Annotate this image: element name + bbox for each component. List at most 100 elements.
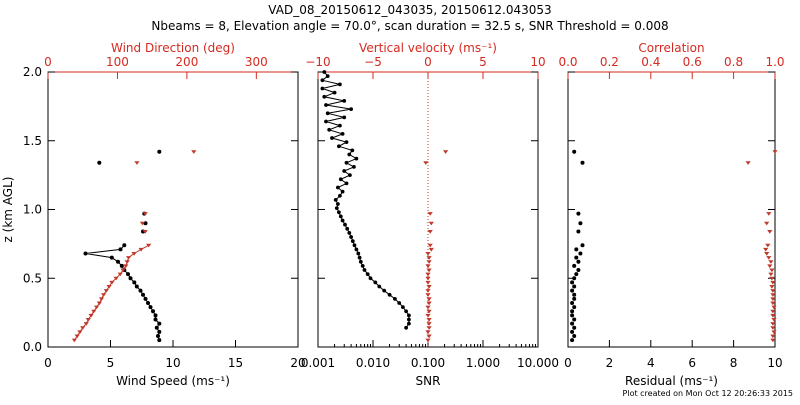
data-point-snr-0 bbox=[322, 94, 327, 99]
data-point-residual-1 bbox=[770, 297, 776, 302]
data-point-snr-1 bbox=[426, 256, 432, 260]
data-point-snr-0 bbox=[332, 90, 337, 95]
data-point-snr-1 bbox=[426, 301, 432, 306]
bottom-tick-label-wind: 10 bbox=[165, 356, 180, 370]
data-point-wind-2 bbox=[126, 256, 132, 260]
data-point-wind-2 bbox=[101, 293, 107, 297]
data-point-wind-2 bbox=[117, 272, 123, 277]
data-point-wind-2 bbox=[113, 276, 119, 281]
data-point-residual-1 bbox=[769, 268, 775, 273]
data-point-wind-0 bbox=[143, 296, 148, 301]
bottom-tick-label-snr: 0.001 bbox=[301, 356, 335, 370]
data-point-residual-1 bbox=[763, 247, 769, 252]
data-point-residual-0 bbox=[574, 255, 579, 260]
bottom-tick-label-residual: 2 bbox=[606, 356, 614, 370]
data-point-wind-0 bbox=[116, 259, 120, 264]
data-point-snr-0 bbox=[345, 226, 350, 231]
data-point-snr-0 bbox=[407, 317, 411, 322]
data-point-snr-0 bbox=[337, 210, 341, 215]
data-point-snr-0 bbox=[347, 231, 352, 235]
data-point-snr-0 bbox=[342, 115, 347, 120]
title-line-2: Nbeams = 8, Elevation angle = 70.0°, sca… bbox=[151, 19, 668, 33]
data-point-residual-0 bbox=[572, 296, 577, 301]
data-point-residual-0 bbox=[570, 338, 575, 343]
data-point-snr-1 bbox=[426, 322, 432, 326]
data-point-wind-1 bbox=[97, 160, 102, 165]
data-point-residual-1 bbox=[767, 264, 773, 269]
data-point-wind-2 bbox=[98, 297, 105, 302]
data-point-residual-0 bbox=[572, 263, 577, 268]
data-point-residual-1 bbox=[770, 301, 776, 306]
data-point-snr-1 bbox=[426, 260, 432, 264]
bottom-tick-label-wind: 5 bbox=[107, 356, 115, 370]
data-point-snr-0 bbox=[338, 214, 343, 219]
data-point-wind-0 bbox=[153, 313, 158, 318]
top-axis-label-snr: Vertical velocity (ms⁻¹) bbox=[359, 41, 497, 55]
data-point-residual-1 bbox=[770, 280, 776, 285]
data-point-wind-0 bbox=[154, 325, 159, 330]
data-point-residual-0 bbox=[580, 243, 585, 248]
data-point-wind-3 bbox=[139, 221, 145, 226]
data-point-residual-0 bbox=[570, 301, 575, 305]
data-point-snr-0 bbox=[320, 78, 325, 83]
data-point-snr-0 bbox=[338, 82, 342, 87]
bottom-tick-label-snr: 0.100 bbox=[411, 356, 445, 370]
top-tick-label-residual: 0.2 bbox=[600, 55, 619, 69]
data-point-wind-2 bbox=[131, 252, 137, 256]
data-point-snr-0 bbox=[349, 235, 353, 239]
data-point-snr-0 bbox=[354, 247, 359, 252]
bottom-tick-label-wind: 0 bbox=[44, 356, 52, 370]
data-point-wind-2 bbox=[77, 330, 83, 335]
data-point-snr-0 bbox=[350, 148, 355, 153]
data-point-residual-0 bbox=[572, 284, 577, 289]
data-point-residual-0 bbox=[572, 305, 577, 310]
data-point-residual-1 bbox=[764, 221, 770, 226]
bottom-tick-label-wind: 20 bbox=[290, 356, 305, 370]
panel-residual: 0 2 4 6 8 10 Residual (ms⁻¹) 0.0 0.2 0.4 0.6 0.8 1.0… bbox=[558, 41, 784, 388]
data-point-snr-0 bbox=[344, 160, 349, 165]
data-point-snr-1 bbox=[425, 338, 431, 343]
data-point-residual-1 bbox=[771, 330, 777, 335]
data-point-snr-0 bbox=[357, 255, 362, 260]
top-tick-label-wind: 200 bbox=[175, 55, 198, 69]
panel-wind: 0 5 10 15 20 Wind Speed (ms⁻¹) 0 100 200 300 Wind … bbox=[1, 41, 306, 388]
data-point-snr-0 bbox=[382, 288, 387, 293]
data-point-residual-0 bbox=[570, 321, 575, 326]
data-point-snr-1 bbox=[425, 305, 431, 310]
data-point-snr-0 bbox=[407, 313, 411, 318]
plot-footer: Plot created on Mon Oct 12 20:26:33 2015 bbox=[623, 389, 793, 398]
data-point-residual-0 bbox=[572, 317, 577, 322]
data-point-snr-0 bbox=[320, 86, 325, 91]
data-point-snr-0 bbox=[324, 103, 328, 107]
data-point-snr-0 bbox=[338, 193, 342, 198]
data-point-snr-1 bbox=[425, 289, 431, 293]
data-point-residual-1 bbox=[769, 276, 775, 281]
data-point-snr-0 bbox=[340, 218, 345, 223]
data-point-residual-1 bbox=[766, 212, 772, 216]
bottom-tick-label-wind: 15 bbox=[228, 356, 243, 370]
data-point-snr-1 bbox=[426, 334, 432, 339]
data-point-residual-0 bbox=[576, 268, 581, 272]
top-tick-label-snr: 0 bbox=[424, 55, 432, 69]
data-point-wind-0 bbox=[153, 317, 158, 322]
data-point-wind-2 bbox=[123, 264, 129, 269]
data-point-snr-0 bbox=[325, 111, 330, 116]
top-tick-label-snr: −5 bbox=[364, 55, 382, 69]
data-point-snr-0 bbox=[404, 309, 408, 314]
top-tick-label-residual: 0.6 bbox=[683, 55, 702, 69]
y-axis-label: z (km AGL) bbox=[1, 177, 15, 243]
data-point-wind-0 bbox=[141, 292, 145, 297]
data-point-residual-0 bbox=[572, 276, 577, 281]
data-point-snr-1 bbox=[426, 297, 432, 302]
data-point-snr-1 bbox=[425, 272, 431, 277]
data-point-snr-1 bbox=[428, 221, 434, 226]
data-point-wind-2 bbox=[74, 334, 80, 339]
data-point-snr-1 bbox=[443, 150, 449, 154]
data-point-residual-1 bbox=[770, 309, 776, 314]
top-tick-label-wind: 300 bbox=[245, 55, 268, 69]
data-point-snr-1 bbox=[426, 268, 432, 273]
data-point-snr-1 bbox=[426, 285, 432, 289]
data-point-snr-1 bbox=[426, 309, 432, 314]
data-point-snr-0 bbox=[365, 272, 370, 276]
